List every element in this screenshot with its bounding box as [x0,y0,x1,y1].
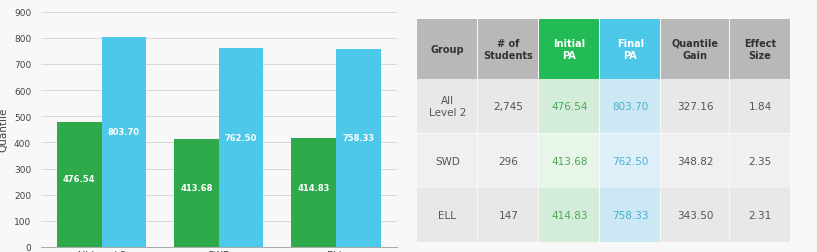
Y-axis label: Quantile: Quantile [0,108,8,152]
Text: 147: 147 [498,210,518,220]
Text: Effect
Size: Effect Size [744,39,776,60]
FancyBboxPatch shape [730,134,790,188]
FancyBboxPatch shape [661,80,729,134]
FancyBboxPatch shape [417,188,477,242]
FancyBboxPatch shape [600,80,660,134]
Bar [219,48,263,247]
Text: Final
PA: Final PA [617,39,644,60]
FancyBboxPatch shape [539,188,599,242]
Bar [336,49,381,247]
Text: 413.68: 413.68 [551,156,587,166]
Text: SWD: SWD [435,156,460,166]
Text: Quantile
Gain: Quantile Gain [672,39,719,60]
Text: 413.68: 413.68 [181,183,212,192]
FancyBboxPatch shape [661,134,729,188]
Text: 2,745: 2,745 [493,102,523,112]
FancyBboxPatch shape [539,134,599,188]
Text: Group: Group [431,45,464,54]
Text: 327.16: 327.16 [677,102,713,112]
Text: 414.83: 414.83 [551,210,587,220]
Bar [101,38,146,247]
FancyBboxPatch shape [479,80,538,134]
Text: 2.35: 2.35 [748,156,772,166]
Text: 803.70: 803.70 [612,102,649,112]
FancyBboxPatch shape [600,188,660,242]
Text: 803.70: 803.70 [108,127,140,136]
FancyBboxPatch shape [730,80,790,134]
FancyBboxPatch shape [661,20,729,79]
Text: 758.33: 758.33 [342,134,374,143]
FancyBboxPatch shape [539,20,599,79]
Text: 762.50: 762.50 [612,156,649,166]
FancyBboxPatch shape [479,20,538,79]
Text: Initial
PA: Initial PA [553,39,585,60]
FancyBboxPatch shape [417,134,477,188]
FancyBboxPatch shape [479,134,538,188]
Text: 1.84: 1.84 [748,102,772,112]
FancyBboxPatch shape [600,134,660,188]
Text: ELL: ELL [439,210,457,220]
Text: 348.82: 348.82 [677,156,713,166]
FancyBboxPatch shape [730,20,790,79]
FancyBboxPatch shape [479,188,538,242]
FancyBboxPatch shape [600,20,660,79]
Text: 476.54: 476.54 [551,102,587,112]
Text: # of
Students: # of Students [484,39,534,60]
FancyBboxPatch shape [417,20,477,79]
FancyBboxPatch shape [661,188,729,242]
Text: All
Level 2: All Level 2 [429,96,466,118]
Bar [292,139,336,247]
FancyBboxPatch shape [539,80,599,134]
Text: 296: 296 [498,156,518,166]
Bar [57,123,101,247]
Text: 476.54: 476.54 [63,174,96,183]
Text: 762.50: 762.50 [225,133,257,142]
Text: 414.83: 414.83 [297,183,330,192]
Text: 2.31: 2.31 [748,210,772,220]
Text: 758.33: 758.33 [612,210,649,220]
FancyBboxPatch shape [730,188,790,242]
Bar [174,139,219,247]
Text: 343.50: 343.50 [677,210,713,220]
FancyBboxPatch shape [417,80,477,134]
